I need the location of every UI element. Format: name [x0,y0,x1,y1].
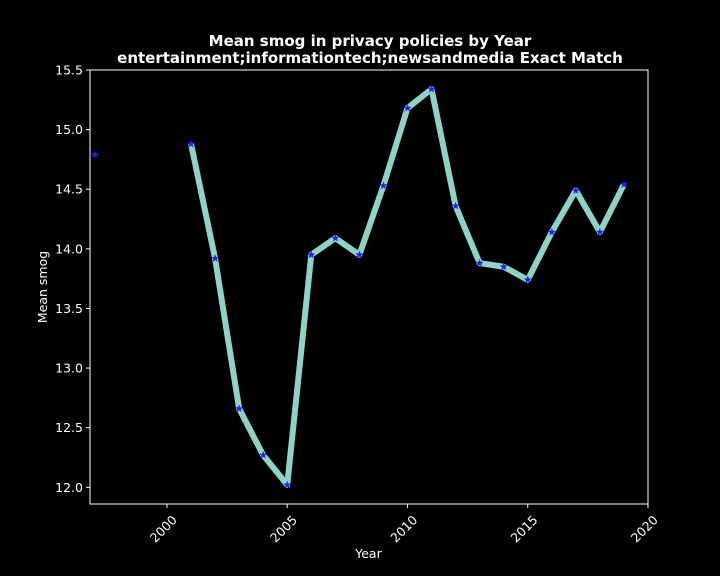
y-tick-label: 14.5 [55,182,83,197]
y-tick-label: 15.0 [55,122,83,137]
y-tick-label: 13.0 [55,361,83,376]
data-point-marker [595,227,604,236]
data-point-marker [211,254,220,262]
data-point-marker [451,201,460,210]
data-point-marker [331,233,340,242]
plot-area: 2000 2005 2010 2015 2020 12.0 12.5 13.0 13.5 14.0… [55,63,661,546]
y-tick-label: 13.5 [55,301,83,316]
chart-subtitle: entertainment;informationtech;newsandmed… [117,49,623,67]
data-point-marker [379,181,388,190]
series-line [188,86,627,488]
x-tick-label: 2020 [628,512,661,545]
y-tick-label: 15.5 [55,63,83,78]
data-point-marker [90,150,99,159]
data-point-marker [259,450,268,459]
data-point-marker [619,180,628,188]
data-point-marker [235,404,244,413]
y-tick-label: 14.0 [55,241,83,256]
x-tick-label: 2015 [508,512,541,545]
y-tick-label: 12.5 [55,420,83,435]
x-axis-label: Year [354,546,382,561]
data-point-marker [355,250,364,259]
data-point-marker [523,275,532,284]
data-point-marker [403,103,412,112]
data-point-marker [283,480,292,489]
axes-frame [89,69,649,505]
data-point-marker [571,186,580,194]
data-point-marker [475,258,484,267]
y-axis-label: Mean smog [35,251,50,323]
y-tick-label: 12.0 [55,480,83,495]
data-point-marker [499,262,508,271]
data-point-marker [547,227,556,236]
data-point-marker [187,139,196,148]
x-tick-label: 2000 [147,512,180,545]
chart-title: Mean smog in privacy policies by Year [209,32,532,50]
data-point-marker [307,250,316,259]
data-point-marker [427,84,436,93]
x-tick-label: 2010 [387,512,420,545]
x-tick-label: 2005 [267,512,300,545]
